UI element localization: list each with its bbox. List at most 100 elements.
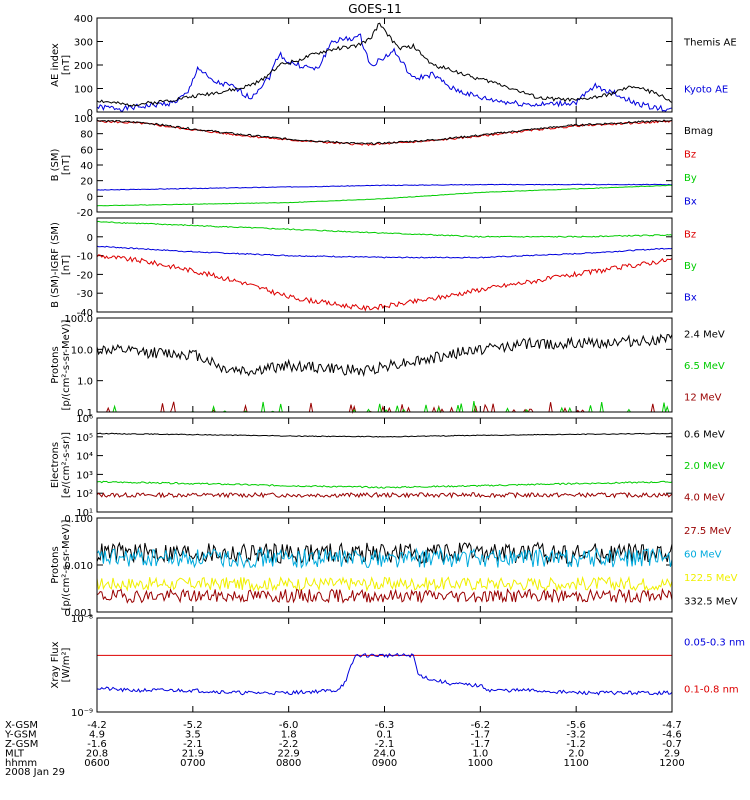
panel-ae: 0 100 200 300 400 AE index[nT] Themis AE Kyoto …	[50, 14, 737, 119]
axis-value: 2.9	[664, 749, 680, 760]
legend-entry: Bz	[684, 149, 696, 160]
legend-entry: 6.5 MeV	[684, 361, 725, 372]
legend-entry: 332.5 MeV	[684, 596, 738, 607]
panel-frame	[96, 117, 673, 213]
legend-entry: Kyoto AE	[684, 85, 728, 96]
series-line	[96, 254, 673, 312]
ytick-label: 300	[74, 38, 93, 49]
axis-value: 0.1	[377, 730, 393, 741]
legend-entry: 27.5 MeV	[684, 526, 731, 537]
legend-entry: 0.6 MeV	[684, 430, 725, 441]
axis-value: 20.8	[86, 749, 108, 760]
panel-frame	[96, 17, 673, 113]
legend-entry: 60 MeV	[684, 549, 722, 560]
series-line	[96, 184, 673, 207]
ytick-label: 40	[80, 161, 93, 172]
ytick-label: 100	[74, 85, 93, 96]
axis-value: 4.9	[89, 730, 105, 741]
axis-value: -1.6	[87, 739, 107, 750]
axis-value: -1.7	[471, 739, 491, 750]
ytick-label: 0	[87, 108, 93, 119]
ylabel: AE index[nT]	[50, 43, 72, 87]
axis-value: 3.5	[185, 730, 201, 741]
axis-row-label: MLT	[5, 749, 25, 760]
panel-protons_lo: 0.001 0.010 0.100Protons[p/(cm²-s-sr-MeV)]…	[50, 514, 738, 619]
axis-value: -6.0	[279, 720, 299, 731]
axis-value: 1100	[563, 758, 588, 769]
series-line	[96, 491, 673, 499]
panel-electrons: 10¹ 10² 10³ 10⁴ 10⁵ 10⁶ Electrons[e/(cm²-s-sr)…	[50, 414, 725, 519]
ytick-label: 10⁵	[76, 433, 93, 444]
legend-entry: 2.4 MeV	[684, 330, 725, 341]
panel-frame	[96, 217, 673, 313]
ylabel: B (SM)-IGRF (SM)[nT]	[50, 222, 72, 308]
legend-entry: Bz	[684, 230, 696, 241]
axis-value: -5.6	[566, 720, 586, 731]
ytick-label: 10⁻⁹	[71, 708, 93, 719]
axis-value: -6.3	[375, 720, 395, 731]
axis-value: -2.1	[183, 739, 203, 750]
axis-row-label: hhmm	[5, 758, 37, 769]
legend-entry: By	[684, 173, 697, 184]
axis-value: 2.0	[568, 749, 584, 760]
ytick-label: 10³	[76, 470, 93, 481]
ytick-label: 10⁻⁸	[71, 614, 93, 625]
series-line	[96, 480, 673, 489]
ylabel: Electrons[e/(cm²-s-sr)]	[50, 432, 72, 498]
axis-value: 1000	[468, 758, 493, 769]
panel-bsm: -20 0 20 40 60 80 100 B (SM)[nT] Bmag Bz By Bx	[50, 114, 713, 219]
axis-value: 1.8	[281, 730, 297, 741]
legend-entry: 12 MeV	[684, 392, 722, 403]
legend-entry: By	[684, 261, 697, 272]
series-line	[96, 652, 673, 696]
series-line	[96, 220, 673, 238]
ytick-label: -30	[77, 289, 93, 300]
panel-frame	[96, 417, 673, 513]
ytick-label: 10.0	[71, 345, 93, 356]
ytick-label: 0	[87, 192, 93, 203]
axis-value: 0600	[84, 758, 109, 769]
plot-title: GOES-11	[348, 2, 402, 16]
ylabel: Xray Flux[W/m²]	[50, 641, 72, 688]
ylabel: Protons[p/(cm²-s-sr-MeV)]	[50, 319, 72, 410]
axis-value: -1.7	[471, 730, 491, 741]
series-line	[96, 546, 673, 569]
ytick-label: 0.1	[77, 408, 93, 419]
series-line	[96, 333, 673, 377]
axis-row-label: X-GSM	[5, 720, 38, 731]
legend-entry: Bx	[684, 292, 697, 303]
legend-entry: 0.05-0.3 nm	[684, 638, 745, 649]
ytick-label: -40	[77, 308, 93, 319]
series-line	[96, 245, 673, 259]
ytick-label: 60	[80, 145, 93, 156]
ytick-label: 20	[80, 177, 93, 188]
ytick-label: 10²	[76, 489, 93, 500]
date-label: 2008 Jan 29	[5, 767, 65, 778]
panel-frame	[96, 617, 673, 713]
axis-value: 1200	[659, 758, 684, 769]
series-line	[96, 575, 673, 593]
series-line	[96, 432, 673, 438]
ytick-label: -20	[77, 270, 93, 281]
ytick-label: 10⁶	[76, 414, 93, 425]
axis-row-label: Z-GSM	[5, 739, 38, 750]
ytick-label: 200	[74, 61, 93, 72]
legend-entry: 122.5 MeV	[684, 573, 738, 584]
ytick-label: 0.010	[64, 561, 93, 572]
axis-value: -1.2	[566, 739, 586, 750]
ytick-label: -20	[77, 208, 93, 219]
axis-value: 1.0	[472, 749, 488, 760]
ytick-label: 100	[74, 114, 93, 125]
axis-value: -5.2	[183, 720, 203, 731]
axis-value: -0.7	[662, 739, 682, 750]
ytick-label: 0.001	[64, 608, 93, 619]
axis-row-label: Y-GSM	[4, 730, 37, 741]
panel-protons_hi: 0.1 1.0 10.0 100.0Protons[p/(cm²-s-sr-MeV)]…	[50, 314, 725, 419]
ytick-label: 0.100	[64, 514, 93, 525]
series-line	[96, 183, 673, 191]
axis-value: -2.2	[279, 739, 299, 750]
series-line	[96, 587, 673, 604]
